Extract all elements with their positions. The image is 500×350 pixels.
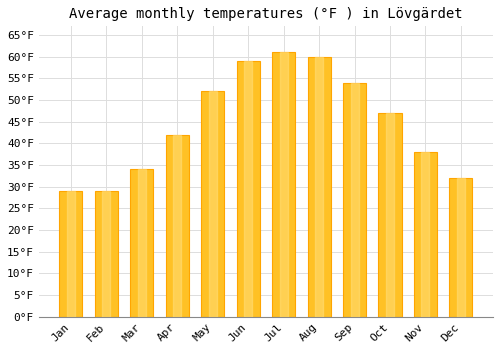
- Bar: [280, 52, 287, 317]
- Bar: [102, 191, 110, 317]
- Bar: [450, 178, 472, 317]
- Bar: [414, 152, 437, 317]
- Bar: [386, 113, 394, 317]
- Bar: [201, 91, 224, 317]
- Bar: [378, 113, 402, 317]
- Bar: [272, 52, 295, 317]
- Title: Average monthly temperatures (°F ) in Lövgärdet: Average monthly temperatures (°F ) in Lö…: [69, 7, 462, 21]
- Bar: [67, 191, 75, 317]
- Bar: [236, 61, 260, 317]
- Bar: [244, 61, 252, 317]
- Bar: [422, 152, 430, 317]
- Bar: [350, 83, 358, 317]
- Bar: [174, 135, 182, 317]
- Bar: [308, 57, 330, 317]
- Bar: [130, 169, 154, 317]
- Bar: [208, 91, 217, 317]
- Bar: [138, 169, 146, 317]
- Bar: [315, 57, 323, 317]
- Bar: [95, 191, 118, 317]
- Bar: [60, 191, 82, 317]
- Bar: [166, 135, 189, 317]
- Bar: [457, 178, 465, 317]
- Bar: [343, 83, 366, 317]
